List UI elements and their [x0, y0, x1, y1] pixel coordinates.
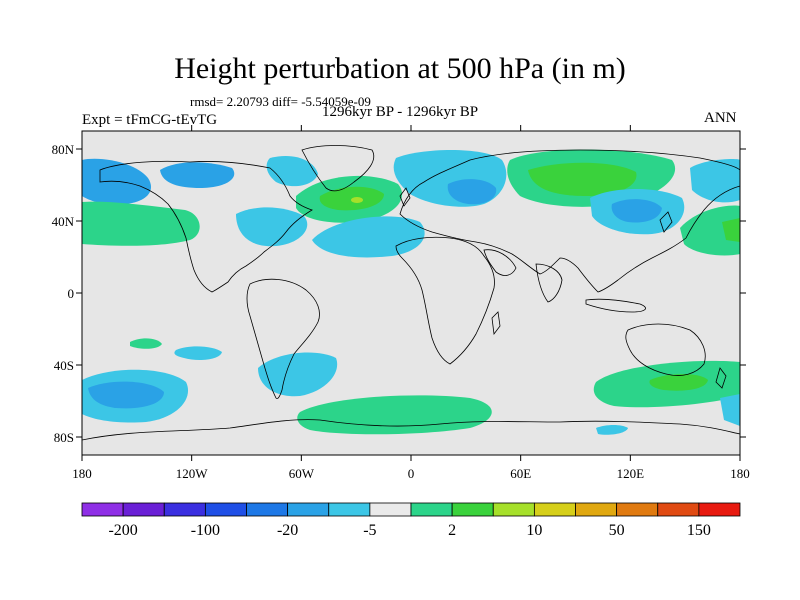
y-tick-label: 40N: [52, 214, 75, 229]
experiment-label: Expt = tFmCG-tEvTG: [82, 112, 218, 128]
anomaly-positive: [649, 374, 708, 391]
anomaly-negative: [690, 158, 740, 203]
anomaly-positive: [82, 201, 200, 246]
x-tick-label: 0: [408, 466, 415, 481]
anomaly-negative: [312, 216, 425, 258]
x-tick-label: 180: [72, 466, 92, 481]
x-axis: 180 120W 60W 0 60E 120E 180: [72, 125, 750, 481]
period-label: 1296kyr BP - 1296kyr BP: [322, 104, 479, 120]
coastline-arabia: [483, 249, 517, 276]
colorbar-label: -100: [191, 522, 220, 539]
colorbar-swatch: [657, 502, 700, 517]
anomaly-negative: [160, 162, 235, 188]
coastline-indonesia: [585, 298, 646, 313]
anomaly-negative: [447, 179, 497, 205]
anomaly-negative: [236, 207, 308, 247]
coastline-eurasia: [399, 149, 740, 293]
anomaly-negative: [258, 352, 338, 397]
anomaly-positive: [680, 205, 740, 256]
colorbar-swatch: [122, 502, 165, 517]
y-tick-label: 80N: [52, 142, 75, 157]
colorbar-swatch: [451, 502, 494, 517]
anomaly-negative: [266, 155, 318, 187]
colorbar-label: -5: [363, 522, 376, 539]
y-axis: 80N 40N 0 40S 80S: [52, 142, 746, 445]
y-tick-label: 0: [68, 286, 75, 301]
coastline-antarctica: [82, 419, 740, 455]
season-label: ANN: [704, 110, 737, 126]
rmsd-diff-label: rmsd= 2.20793 diff= -5.54059e-09: [190, 94, 371, 109]
coastline-south-america: [246, 278, 320, 399]
anomaly-positive: [297, 395, 492, 435]
colorbar-swatch: [163, 502, 206, 517]
anomaly-positive: [351, 197, 363, 203]
colorbar-label: 2: [448, 522, 456, 539]
colorbar-swatch: [369, 502, 412, 517]
x-tick-label: 120W: [176, 466, 209, 481]
coastline-madagascar: [491, 311, 501, 336]
coastline-north-america: [99, 160, 313, 293]
anomaly-positive: [528, 162, 637, 196]
anomaly-positive: [130, 338, 162, 349]
colorbar-label: 50: [609, 522, 625, 539]
colorbar-swatch: [575, 502, 618, 517]
coastline-india: [535, 263, 563, 303]
colorbar-swatch: [287, 502, 330, 517]
anomaly-positive: [722, 218, 740, 242]
coastline-australia: [625, 323, 706, 376]
y-tick-label: 40S: [54, 358, 74, 373]
anomaly-negative: [174, 346, 222, 360]
colorbar-swatch: [533, 502, 576, 517]
x-tick-label: 60E: [510, 466, 531, 481]
coastline-africa: [395, 236, 495, 365]
anomaly-negative: [611, 199, 662, 223]
colorbar-swatch: [698, 502, 741, 517]
anomaly-negative: [88, 381, 164, 409]
colorbar-swatch: [204, 502, 247, 517]
colorbar-label: 10: [526, 522, 542, 539]
x-tick-label: 120E: [617, 466, 645, 481]
colorbar-swatch: [246, 502, 289, 517]
colorbar-swatch: [616, 502, 659, 517]
colorbar-swatch: [328, 502, 371, 517]
anomaly-negative: [720, 394, 740, 426]
coastline-japan: [659, 211, 673, 233]
colorbar-swatch: [410, 502, 453, 517]
colorbar: -200 -100 -20 -5 2 10 50 150: [81, 502, 741, 539]
coastline-uk: [399, 187, 411, 207]
anomaly-field: [82, 149, 740, 435]
coastline-new-zealand: [715, 367, 727, 389]
colorbar-label: -200: [108, 522, 137, 539]
plot-title: Height perturbation at 500 hPa (in m): [174, 52, 626, 85]
colorbar-swatch: [492, 502, 535, 517]
y-tick-label: 80S: [54, 430, 74, 445]
coastline-greenland: [301, 145, 375, 192]
anomaly-negative: [596, 425, 628, 435]
coastlines: [82, 145, 740, 455]
x-tick-label: 60W: [289, 466, 315, 481]
colorbar-swatch: [81, 502, 124, 517]
colorbar-label: 150: [687, 522, 711, 539]
colorbar-label: -20: [277, 522, 298, 539]
x-tick-label: 180: [730, 466, 750, 481]
